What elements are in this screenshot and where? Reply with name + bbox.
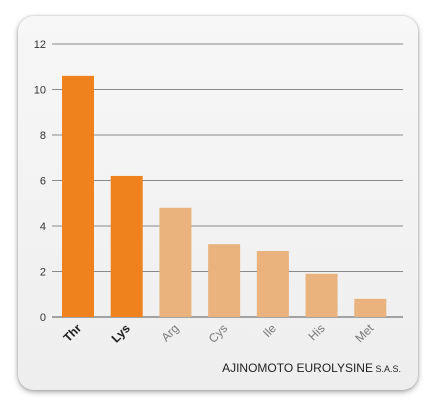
bar-his — [305, 273, 338, 317]
x-tick-label: Thr — [61, 321, 85, 345]
y-tick-label: 12 — [34, 39, 46, 51]
y-axis: 0 2 4 6 8 10 12 — [34, 39, 46, 324]
bar-thr — [62, 75, 94, 317]
x-tick-label: His — [306, 321, 328, 343]
bar-met — [354, 298, 387, 317]
x-tick-label: Cys — [206, 321, 231, 346]
y-tick-label: 6 — [40, 176, 46, 188]
y-tick-label: 2 — [40, 267, 46, 279]
y-tick-label: 10 — [34, 85, 46, 97]
credit-label: AJINOMOTO EUROLYSINE S.A.S. — [222, 361, 401, 375]
x-tick-label: Ile — [260, 321, 279, 340]
y-tick-label: 4 — [40, 221, 46, 233]
x-tick-label: Arg — [158, 321, 181, 344]
bar-lys — [110, 175, 143, 317]
y-tick-label: 8 — [40, 130, 46, 142]
x-tick-label: Met — [352, 321, 377, 346]
bar-cys — [208, 244, 241, 317]
bar-ile — [256, 251, 289, 317]
bars — [62, 75, 387, 317]
x-tick-label: Lys — [109, 321, 133, 345]
x-axis: Thr Lys Arg Cys Ile His Met — [61, 321, 377, 346]
y-tick-label: 0 — [40, 312, 46, 324]
bar-arg — [159, 207, 192, 317]
